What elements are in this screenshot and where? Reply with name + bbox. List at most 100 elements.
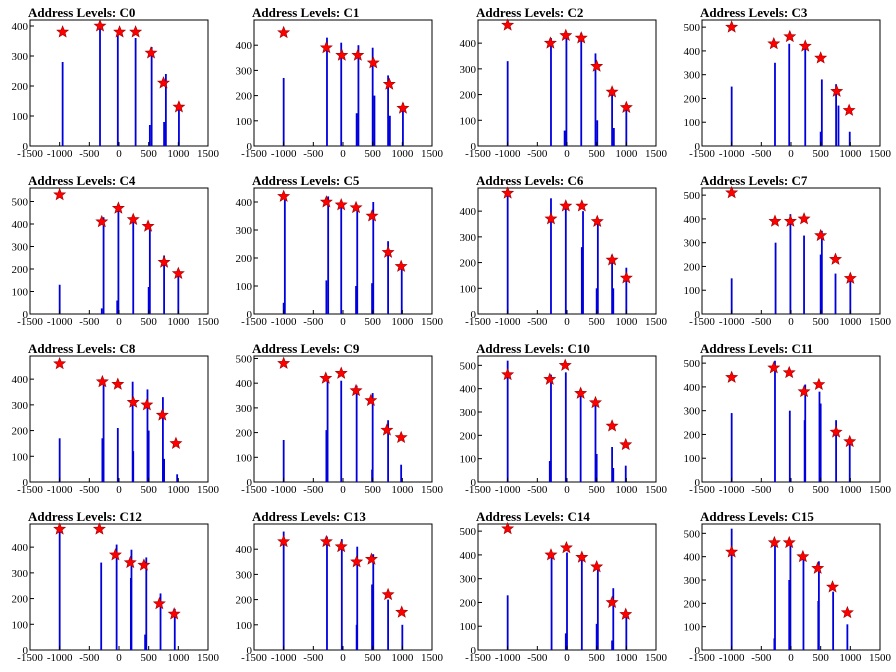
chart-svg: -1500 -1000 -500 0 500 1000 1500 0 100 200 300 400 [460,186,668,328]
histogram-bar [820,230,823,314]
peak-marker [167,607,181,620]
histogram-bar [564,372,567,482]
histogram-bar [387,420,389,482]
histogram-bar [355,113,358,146]
x-tick-label: 1000 [839,316,862,328]
y-tick-label: 500 [684,190,701,202]
y-tick-label: 0 [695,141,701,153]
y-tick-label: 300 [460,64,477,76]
x-tick-label: 1000 [615,148,638,160]
peak-marker [829,425,843,438]
peak-marker [319,40,333,54]
y-tick-label: 100 [12,111,29,123]
plot-frame [29,355,209,483]
peak-marker [814,51,828,64]
peak-marker [558,358,572,371]
y-tick-label: 100 [684,622,701,634]
x-tick-label: -1500 [689,316,715,328]
chart-title: Address Levels: C7 [700,173,808,188]
peak-marker [782,365,796,379]
histogram-bar [176,474,179,482]
histogram-bar [550,552,553,650]
peak-marker [798,39,812,52]
y-tick-label: 0 [247,477,253,489]
peak-marker [152,596,166,610]
x-tick-label: -1000 [271,148,297,160]
histogram-bar [612,588,615,650]
peak-marker [588,395,602,409]
chart-panel: -1500 -1000 -500 0 500 1000 1500 0 100 200 300 400 A… [448,0,672,168]
x-tick-label: 1000 [391,316,414,328]
x-tick-label: 0 [564,484,570,496]
x-tick-label: -1500 [465,484,491,496]
x-tick-label: -500 [79,148,100,160]
x-tick-label: 500 [588,316,605,328]
x-tick-label: -1500 [241,484,267,496]
x-tick-label: -500 [751,484,772,496]
y-tick-label: 300 [236,225,253,237]
chart-title: Address Levels: C0 [28,5,136,20]
histogram-bar [788,410,791,482]
x-tick-label: 1500 [421,316,444,328]
peak-marker [277,189,291,202]
histogram-bar [372,554,375,650]
y-tick-label: 0 [471,141,477,153]
y-tick-label: 0 [23,645,29,657]
peak-marker [129,25,143,38]
y-tick-label: 400 [236,544,253,556]
peak-marker [501,367,515,381]
histogram-bar [102,384,105,482]
peak-marker [351,48,365,61]
x-tick-label: 1500 [869,316,892,328]
histogram-bar [282,531,285,650]
chart-title: Address Levels: C12 [28,509,142,524]
histogram-bar [582,211,584,314]
histogram-bar [506,595,509,650]
y-tick-label: 300 [684,238,701,250]
histogram-bar [145,557,148,650]
histogram-bar [282,440,285,482]
y-tick-label: 300 [460,574,477,586]
x-tick-label: 1500 [645,316,668,328]
histogram-bar [848,441,851,482]
x-tick-label: -1500 [689,652,715,664]
x-tick-label: 0 [116,148,122,160]
y-tick-label: 100 [684,285,701,297]
histogram-bar [147,287,150,314]
x-tick-label: -1000 [495,652,521,664]
x-tick-label: 1500 [197,148,220,160]
y-tick-label: 300 [12,568,29,580]
peak-marker [544,212,558,225]
y-tick-label: 300 [460,407,477,419]
x-tick-label: 0 [116,652,122,664]
histogram-bar [371,584,373,650]
histogram-bar [101,438,104,482]
x-tick-label: 0 [564,652,570,664]
peak-marker [543,372,557,385]
y-tick-label: 200 [460,597,477,609]
chart-title: Address Levels: C13 [252,509,366,524]
chart-svg: -1500 -1000 -500 0 500 1000 1500 0 100 200 300 400 5… [684,19,892,160]
y-tick-label: 400 [460,550,477,562]
histogram-bar [163,255,165,314]
x-tick-label: -500 [527,484,548,496]
y-tick-label: 400 [236,40,253,52]
y-tick-label: 400 [236,378,253,390]
x-tick-label: 500 [812,148,829,160]
histogram-bar [147,430,150,482]
plot-frame [253,19,433,147]
peak-marker [382,77,396,90]
y-tick-label: 0 [471,477,477,489]
histogram-bar [596,224,599,314]
peak-marker [725,20,739,33]
x-tick-label: -1000 [719,148,745,160]
peak-marker [53,356,67,370]
y-tick-label: 300 [460,232,477,244]
y-tick-label: 0 [23,477,29,489]
peak-marker [126,212,140,226]
peak-marker [365,209,379,222]
peak-marker [137,558,151,571]
x-tick-label: -1000 [47,652,73,664]
x-tick-label: -1500 [465,652,491,664]
histogram-bar [387,241,389,314]
